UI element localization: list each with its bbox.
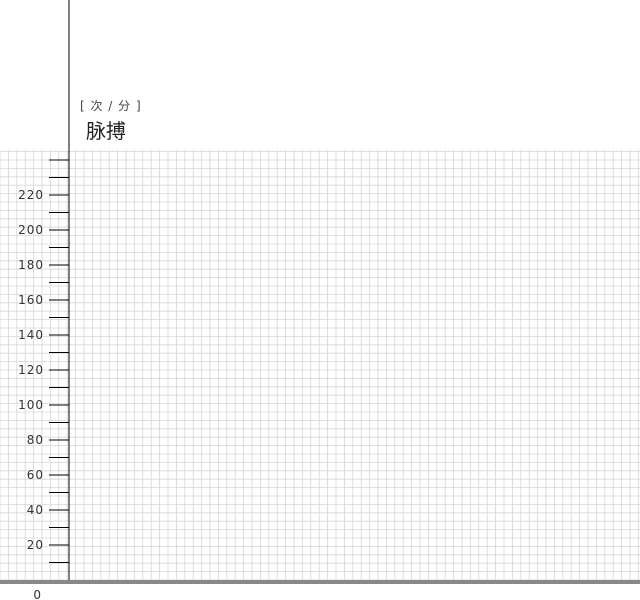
y-tick-label: 180 (18, 258, 44, 272)
chart-title: 脉搏 (86, 119, 126, 143)
y-tick-label: 160 (18, 293, 44, 307)
y-tick-label: 20 (27, 538, 44, 552)
y-tick-label: 200 (18, 223, 44, 237)
y-axis-ticks (49, 159, 69, 563)
x-axis-baseline (0, 580, 640, 584)
y-tick-label: 40 (27, 503, 44, 517)
y-tick-label: 100 (18, 398, 44, 412)
y-tick-label: 0 (33, 588, 42, 600)
y-axis-unit-label: [ 次 / 分 ] (80, 99, 142, 113)
y-axis-tick-labels: 0 20 40 60 80 100 120 140 160 180 200 220 (18, 188, 44, 600)
chart-grid (0, 150, 640, 581)
y-tick-label: 220 (18, 188, 44, 202)
y-tick-label: 120 (18, 363, 44, 377)
y-tick-label: 80 (27, 433, 44, 447)
y-tick-label: 60 (27, 468, 44, 482)
y-tick-label: 140 (18, 328, 44, 342)
